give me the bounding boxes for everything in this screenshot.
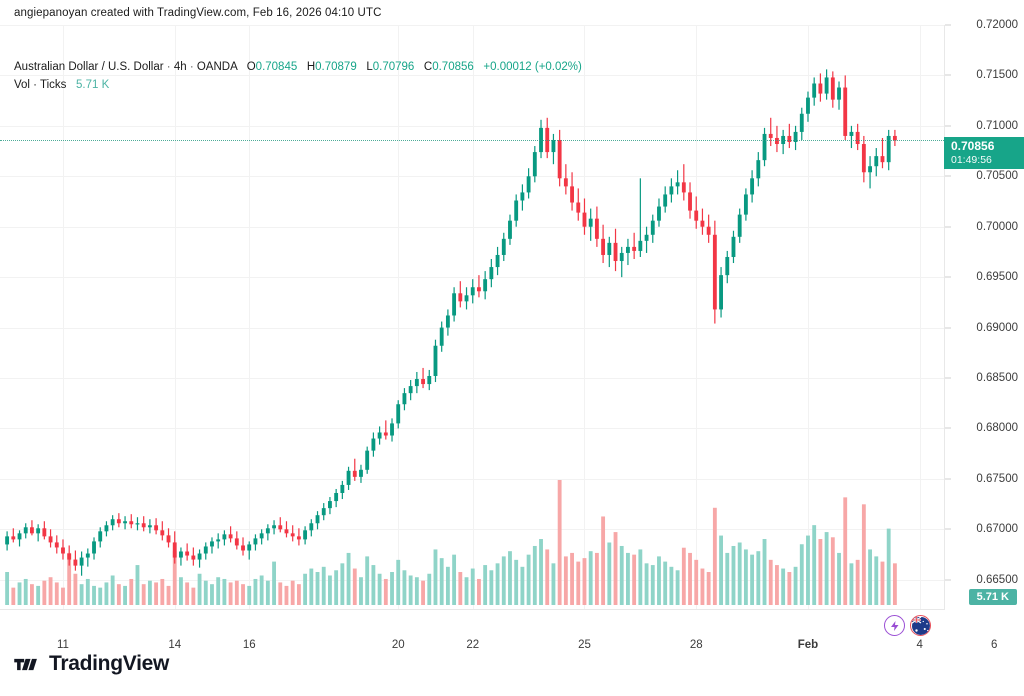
attribution-text: angiepanoyan created with TradingView.co… [14, 7, 382, 19]
price-axis-tick-dash [945, 125, 951, 127]
time-axis-tick: 22 [466, 639, 480, 651]
price-axis-tick: 0.71500 [976, 69, 1018, 82]
price-axis-tick-dash [945, 24, 951, 26]
australia-flag-icon[interactable] [910, 615, 931, 636]
legend-volume-value: 5.71 K [76, 78, 110, 91]
price-axis-tick-dash [945, 377, 951, 379]
legend-sep-2: · [189, 61, 194, 73]
legend-interval[interactable]: 4h [173, 61, 187, 73]
legend-symbol-name[interactable]: Australian Dollar / U.S. Dollar [14, 61, 164, 73]
price-axis-tick-dash [945, 175, 951, 177]
price-axis-tick-dash [945, 478, 951, 480]
legend-close-label: C [423, 61, 433, 73]
time-axis-tick: 28 [689, 639, 703, 651]
tradingview-footer: TradingView [14, 652, 169, 676]
chart-plot-area[interactable] [0, 25, 944, 610]
legend-volume-title[interactable]: Vol · Ticks [14, 78, 67, 91]
legend-low-label: L [366, 61, 373, 73]
price-axis-tick-dash [945, 427, 951, 429]
price-axis-tick-dash [945, 327, 951, 329]
legend-symbol-row[interactable]: Australian Dollar / U.S. Dollar · 4h · O… [14, 59, 582, 77]
price-axis-tick: 0.70500 [976, 170, 1018, 183]
price-axis-tick: 0.69000 [976, 321, 1018, 334]
tradingview-logo-icon [14, 658, 37, 670]
time-axis[interactable]: 11141620222528Feb46101215 [0, 635, 997, 663]
legend-volume-row[interactable]: Vol · Ticks 5.71 K [14, 77, 582, 95]
legend-high-value: 0.70879 [315, 61, 357, 73]
price-axis-tick: 0.69500 [976, 271, 1018, 284]
time-axis-tick: 20 [391, 639, 405, 651]
time-axis-tick: 16 [242, 639, 256, 651]
chart-frame: 0.70856 01:49:56 5.71 K 0.72000 0.71500 0.… [0, 19, 1024, 651]
legend-exchange[interactable]: OANDA [196, 61, 238, 73]
price-axis-tick-dash [945, 579, 951, 581]
legend-open-label: O [246, 61, 256, 73]
price-axis-tick-dash [945, 226, 951, 228]
price-axis-tick: 0.67500 [976, 472, 1018, 485]
candlestick-series-layer [5, 69, 897, 576]
lightning-icon[interactable] [884, 615, 905, 636]
legend-high-label: H [306, 61, 316, 73]
price-axis-tick: 0.68500 [976, 372, 1018, 385]
australia-flag-glyph [911, 616, 930, 635]
current-price-badge[interactable]: 0.70856 01:49:56 [944, 137, 1024, 169]
chart-legend: Australian Dollar / U.S. Dollar · 4h · O… [14, 59, 582, 95]
price-axis-tick-dash [945, 276, 951, 278]
current-price-value: 0.70856 [951, 139, 995, 154]
price-axis-tick: 0.70000 [976, 220, 1018, 233]
price-axis-tick: 0.71000 [976, 119, 1018, 132]
legend-sep-1: · [166, 61, 171, 73]
legend-low-value: 0.70796 [372, 61, 415, 73]
price-axis[interactable]: 0.70856 01:49:56 5.71 K 0.72000 0.71500 0.… [944, 19, 1024, 610]
price-axis-tick-dash [945, 74, 951, 76]
legend-change-value: +0.00012 (+0.02%) [483, 61, 582, 73]
price-axis-tick: 0.67000 [976, 523, 1018, 536]
volume-value-badge[interactable]: 5.71 K [968, 589, 1017, 605]
time-axis-tick: 25 [578, 639, 591, 651]
bar-countdown-timer: 01:49:56 [951, 153, 992, 166]
price-axis-tick-dash [945, 528, 951, 530]
time-axis-tick: 14 [168, 639, 182, 651]
tradingview-wordmark: TradingView [49, 652, 170, 675]
lightning-bolt-glyph [890, 620, 898, 631]
volume-bars-layer [5, 480, 897, 606]
price-axis-tick: 0.68000 [976, 422, 1018, 435]
time-axis-tick: 6 [991, 639, 998, 651]
price-axis-tick: 0.72000 [976, 19, 1018, 31]
time-axis-tick: 4 [916, 639, 923, 651]
legend-open-value: 0.70845 [255, 61, 298, 73]
time-axis-tick: 11 [56, 639, 69, 651]
legend-close-value: 0.70856 [432, 61, 474, 73]
price-axis-tick: 0.66500 [976, 573, 1018, 586]
time-axis-tick: Feb [797, 639, 819, 651]
current-price-line [0, 140, 944, 142]
